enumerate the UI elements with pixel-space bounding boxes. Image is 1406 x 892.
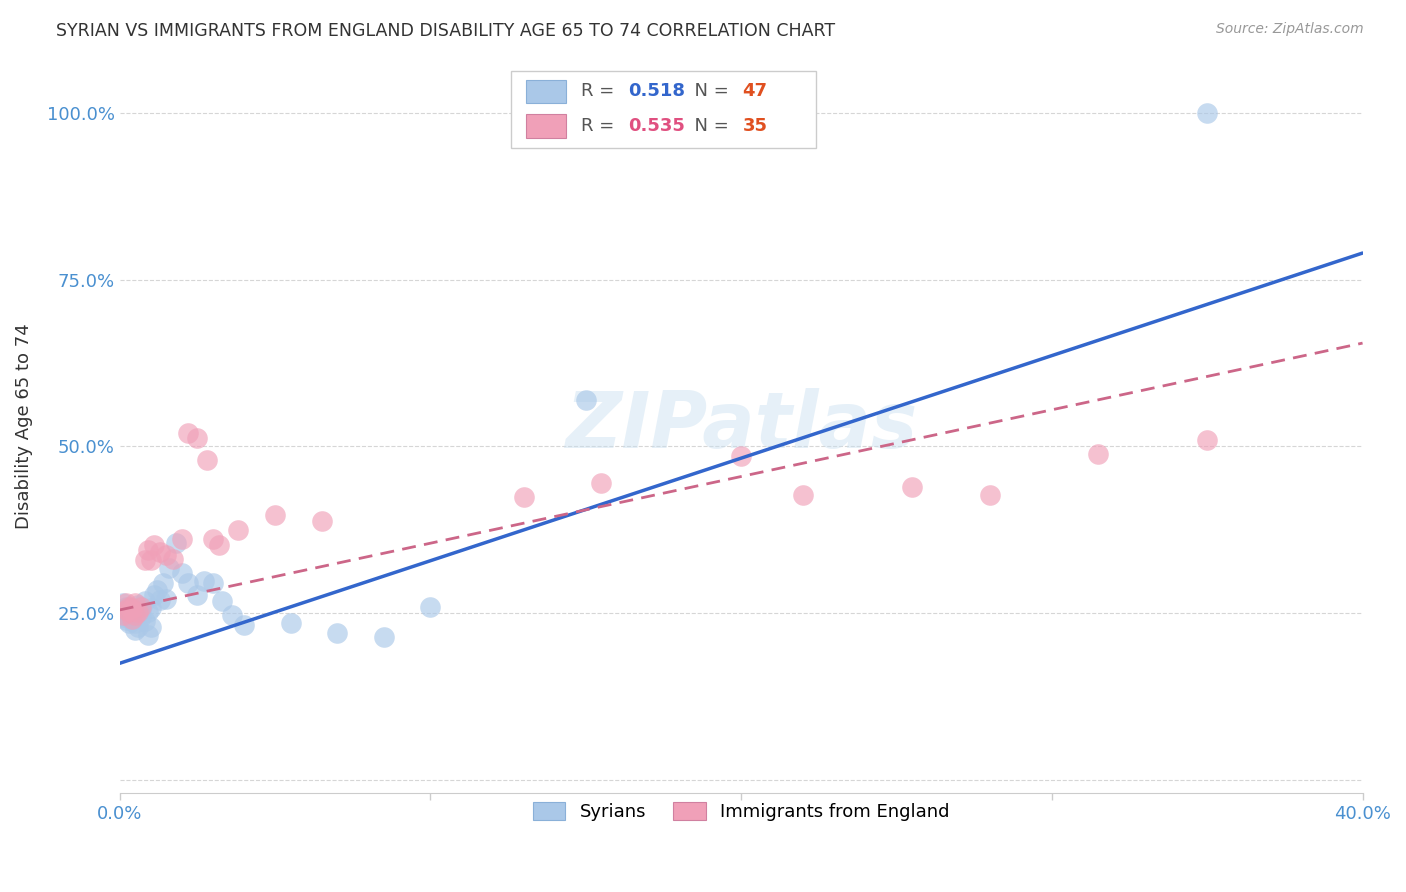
Point xyxy=(134,553,156,567)
Point xyxy=(159,561,181,575)
Point xyxy=(118,606,141,620)
Point xyxy=(124,607,146,622)
Point xyxy=(124,596,146,610)
Point xyxy=(149,593,172,607)
Point xyxy=(134,614,156,628)
Point xyxy=(1197,433,1219,447)
Point xyxy=(115,603,138,617)
Point xyxy=(419,599,441,614)
Point xyxy=(208,538,231,552)
Point xyxy=(201,532,224,546)
Text: 47: 47 xyxy=(742,82,768,101)
Point xyxy=(575,392,598,407)
Point xyxy=(131,603,153,617)
Point xyxy=(211,594,233,608)
Point xyxy=(139,601,162,615)
Point xyxy=(131,609,153,624)
Point xyxy=(170,532,193,546)
Point xyxy=(121,611,143,625)
Point xyxy=(264,508,287,522)
Point xyxy=(111,607,134,622)
Point xyxy=(170,566,193,581)
Point xyxy=(142,588,165,602)
Point xyxy=(136,605,159,619)
Point xyxy=(115,599,138,614)
Text: R =: R = xyxy=(581,82,620,101)
Point xyxy=(1087,448,1109,462)
Point xyxy=(165,536,187,550)
Point xyxy=(193,574,215,589)
FancyBboxPatch shape xyxy=(526,114,567,138)
Point xyxy=(121,611,143,625)
Point xyxy=(115,613,138,627)
Text: N =: N = xyxy=(683,82,734,101)
Text: R =: R = xyxy=(581,117,620,135)
Point xyxy=(233,618,256,632)
Point xyxy=(111,603,134,617)
Point xyxy=(149,545,172,559)
Point xyxy=(124,615,146,630)
Text: Source: ZipAtlas.com: Source: ZipAtlas.com xyxy=(1216,22,1364,37)
Point xyxy=(134,594,156,608)
Point xyxy=(311,514,333,528)
Point xyxy=(177,576,200,591)
Point xyxy=(792,487,814,501)
Point xyxy=(221,607,243,622)
Point xyxy=(186,432,208,446)
Text: N =: N = xyxy=(683,117,734,135)
Point xyxy=(136,627,159,641)
Point xyxy=(979,487,1001,501)
Point xyxy=(121,601,143,615)
Point xyxy=(124,623,146,637)
Point xyxy=(155,548,177,562)
Text: ZIPatlas: ZIPatlas xyxy=(565,389,917,465)
Point xyxy=(118,601,141,615)
Text: 0.535: 0.535 xyxy=(628,117,685,135)
Point xyxy=(131,599,153,614)
Point xyxy=(127,619,149,633)
Point xyxy=(127,605,149,619)
Point xyxy=(124,607,146,622)
Point xyxy=(155,591,177,606)
FancyBboxPatch shape xyxy=(526,79,567,103)
Point xyxy=(326,626,349,640)
Point xyxy=(186,588,208,602)
Point xyxy=(201,576,224,591)
Point xyxy=(512,490,534,504)
Point xyxy=(121,605,143,619)
Point xyxy=(901,479,924,493)
Point xyxy=(373,630,395,644)
Y-axis label: Disability Age 65 to 74: Disability Age 65 to 74 xyxy=(15,324,32,529)
Point xyxy=(118,616,141,631)
Point xyxy=(118,599,141,614)
Point xyxy=(226,523,249,537)
Point xyxy=(1197,106,1219,120)
Point xyxy=(121,614,143,628)
Text: 35: 35 xyxy=(742,117,768,135)
Point xyxy=(115,607,138,622)
Point xyxy=(591,476,613,491)
Point xyxy=(118,605,141,619)
Point xyxy=(127,599,149,613)
Point xyxy=(139,553,162,567)
Point xyxy=(111,609,134,624)
Point xyxy=(195,453,218,467)
Point xyxy=(136,542,159,557)
Point xyxy=(280,616,302,631)
Point xyxy=(162,551,184,566)
Point xyxy=(111,596,134,610)
Point xyxy=(152,576,174,591)
Point xyxy=(146,582,169,597)
Point xyxy=(127,603,149,617)
Point xyxy=(142,538,165,552)
Point xyxy=(730,450,752,464)
Point xyxy=(115,596,138,610)
Text: 0.518: 0.518 xyxy=(628,82,685,101)
FancyBboxPatch shape xyxy=(512,70,815,148)
Legend: Syrians, Immigrants from England: Syrians, Immigrants from England xyxy=(519,788,965,836)
Point xyxy=(139,619,162,633)
Point xyxy=(177,426,200,441)
Text: SYRIAN VS IMMIGRANTS FROM ENGLAND DISABILITY AGE 65 TO 74 CORRELATION CHART: SYRIAN VS IMMIGRANTS FROM ENGLAND DISABI… xyxy=(56,22,835,40)
